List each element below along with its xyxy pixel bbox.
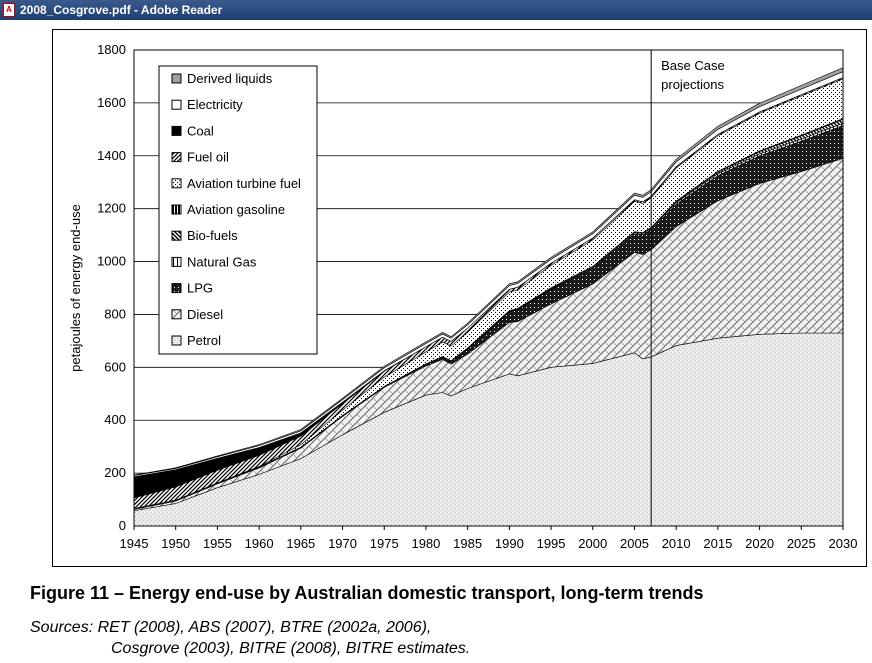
x-tick-label: 2020: [745, 536, 774, 551]
x-tick-label: 1955: [203, 536, 232, 551]
legend-swatch-diesel: [171, 309, 182, 320]
x-tick-label: 1980: [411, 536, 440, 551]
legend-swatch-coal: [171, 125, 182, 136]
x-tick-label: 1970: [328, 536, 357, 551]
y-tick-label: 800: [104, 306, 126, 321]
chart-frame: Base Case projections 0 200 400 600 800 1000 120…: [52, 29, 867, 567]
x-tick-label: 2000: [578, 536, 607, 551]
legend-label-bio-fuels: Bio-fuels: [187, 228, 238, 243]
x-tick-label: 1975: [370, 536, 399, 551]
y-tick-label: 0: [119, 518, 126, 533]
legend-label-fuel-oil: Fuel oil: [187, 150, 229, 165]
legend-label-petrol: Petrol: [187, 333, 221, 348]
legend-label-lpg: LPG: [187, 281, 213, 296]
window-title-bar: A 2008_Cosgrove.pdf - Adobe Reader: [0, 0, 872, 20]
window-title: 2008_Cosgrove.pdf - Adobe Reader: [20, 3, 223, 17]
legend-label-aviation-gasoline: Aviation gasoline: [187, 202, 285, 217]
x-tick-label: 1965: [286, 536, 315, 551]
annotation-line-1: Base Case: [661, 58, 725, 73]
x-tick-label: 1950: [161, 536, 190, 551]
x-tick-label: 2005: [620, 536, 649, 551]
legend-label-aviation-turbine-fuel: Aviation turbine fuel: [187, 176, 301, 191]
x-tick-label: 1990: [495, 536, 524, 551]
y-tick-label: 1800: [97, 42, 126, 57]
legend-label-natural-gas: Natural Gas: [187, 254, 257, 269]
legend-label-coal: Coal: [187, 123, 214, 138]
legend-swatch-fuel-oil: [171, 152, 182, 163]
sources-line-2: Cosgrove (2003), BITRE (2008), BITRE est…: [111, 640, 471, 657]
y-tick-label: 600: [104, 359, 126, 374]
x-tick-label: 1995: [537, 536, 566, 551]
x-tick-label: 1960: [245, 536, 274, 551]
x-tick-label: 1945: [120, 536, 149, 551]
y-tick-label: 400: [104, 412, 126, 427]
legend-swatch-bio-fuels: [171, 230, 182, 241]
legend-label-electricity: Electricity: [187, 97, 243, 112]
area-chart: Base Case projections 0 200 400 600 800 1000 120…: [68, 42, 858, 551]
y-tick-label: 200: [104, 465, 126, 480]
legend-swatch-aviation-gasoline: [171, 204, 182, 215]
x-tick-label: 1985: [453, 536, 482, 551]
legend-swatch-lpg: [171, 283, 182, 294]
annotation-line-2: projections: [661, 77, 724, 92]
legend-swatch-petrol: [171, 335, 182, 346]
legend-label-derived-liquids: Derived liquids: [187, 71, 273, 86]
x-tick-label: 2015: [703, 536, 732, 551]
legend-swatch-derived-liquids: [171, 73, 182, 84]
y-tick-label: 1400: [97, 148, 126, 163]
sources-line-1: Sources: RET (2008), ABS (2007), BTRE (2…: [30, 619, 432, 636]
x-tick-label: 2010: [662, 536, 691, 551]
legend-swatch-aviation-turbine-fuel: [171, 178, 182, 189]
legend-swatch-electricity: [171, 99, 182, 110]
figure-caption: Figure 11 – Energy end-use by Australian…: [30, 583, 704, 603]
x-tick-label: 2025: [787, 536, 816, 551]
legend-box: [158, 65, 318, 355]
legend-swatch-natural-gas: [171, 256, 182, 267]
y-tick-label: 1000: [97, 254, 126, 269]
y-tick-label: 1200: [97, 201, 126, 216]
legend-label-diesel: Diesel: [187, 307, 223, 322]
y-axis-label: petajoules of energy end-use: [68, 204, 83, 372]
y-tick-label: 1600: [97, 95, 126, 110]
plot-border: [133, 49, 844, 527]
x-tick-label: 2030: [829, 536, 858, 551]
pdf-icon: A: [3, 3, 15, 17]
